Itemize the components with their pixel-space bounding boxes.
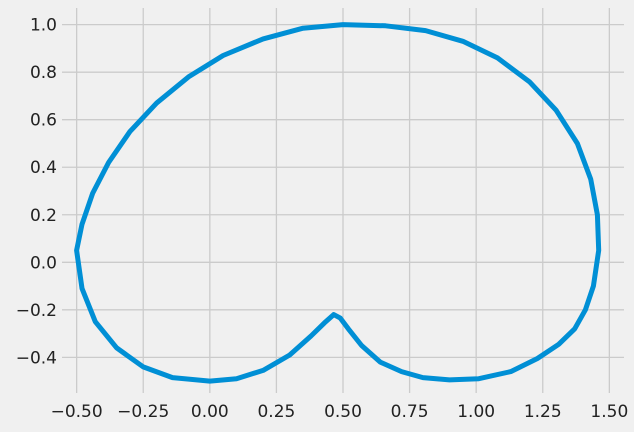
y-tick-labels: −0.4 −0.2 0.0 0.2 0.4 0.6 0.8 1.0 bbox=[16, 16, 57, 369]
x-tick-label: 0.25 bbox=[257, 402, 295, 422]
y-tick-label: −0.2 bbox=[16, 301, 57, 321]
x-tick-label: 0.75 bbox=[391, 402, 429, 422]
x-tick-label: 0.50 bbox=[324, 402, 362, 422]
x-tick-label: −0.25 bbox=[117, 402, 169, 422]
x-tick-labels: −0.50 −0.25 0.00 0.25 0.50 0.75 1.00 1.25 1.50 bbox=[51, 402, 629, 422]
y-tick-label: 0.2 bbox=[30, 206, 57, 226]
y-tick-label: 0.6 bbox=[30, 111, 57, 131]
series-layer bbox=[74, 22, 602, 384]
y-tick-label: 0.4 bbox=[30, 158, 57, 178]
x-tick-label: 1.00 bbox=[457, 402, 495, 422]
y-tick-label: −0.4 bbox=[16, 348, 57, 368]
y-tick-label: 0.0 bbox=[30, 253, 57, 273]
x-tick-label: 0.00 bbox=[191, 402, 229, 422]
y-tick-label: 1.0 bbox=[30, 16, 57, 36]
y-tick-label: 0.8 bbox=[30, 63, 57, 83]
x-tick-label: 1.50 bbox=[590, 402, 628, 422]
x-tick-label: −0.50 bbox=[51, 402, 103, 422]
series-line bbox=[74, 22, 602, 384]
x-gridlines bbox=[75, 8, 611, 393]
x-tick-label: 1.25 bbox=[524, 402, 562, 422]
